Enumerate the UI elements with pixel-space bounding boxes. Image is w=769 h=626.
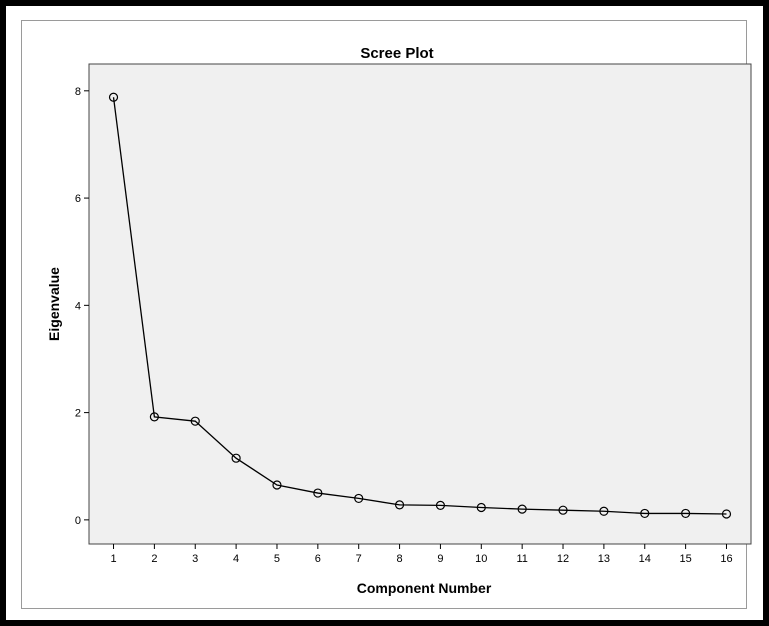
- x-tick-label: 1: [110, 553, 116, 565]
- data-point: [108, 92, 119, 102]
- data-point: [599, 506, 609, 516]
- data-point: [558, 505, 568, 515]
- data-point: [231, 453, 241, 463]
- x-axis-label: Component Number: [357, 580, 492, 596]
- plot-area: [88, 63, 752, 545]
- y-tick-label: 4: [75, 300, 81, 312]
- x-tick-label: 15: [679, 553, 691, 565]
- x-tick-label: 13: [598, 553, 610, 565]
- x-axis: 1 2 3 4 5 6 7 8 9 10 11 12 13 14 15 16: [110, 544, 733, 565]
- data-point: [354, 493, 364, 504]
- x-tick-label: 11: [516, 553, 527, 565]
- x-tick-label: 10: [475, 553, 487, 565]
- data-point: [190, 416, 200, 426]
- data-point: [394, 500, 405, 510]
- x-tick-label: 6: [315, 553, 321, 565]
- y-axis: 0 2 4 6 8: [75, 86, 89, 527]
- y-tick-label: 6: [75, 193, 81, 205]
- data-point: [517, 504, 527, 514]
- x-tick-label: 14: [639, 553, 651, 565]
- x-tick-label: 5: [274, 553, 280, 565]
- y-tick-label: 8: [75, 86, 81, 98]
- x-tick-label: 16: [720, 553, 732, 565]
- x-tick-label: 3: [192, 553, 198, 565]
- x-tick-label: 7: [356, 553, 362, 565]
- y-tick-label: 0: [75, 515, 81, 527]
- x-tick-label: 8: [397, 553, 403, 565]
- data-point: [272, 480, 282, 490]
- data-point: [721, 509, 732, 519]
- y-tick-label: 2: [75, 408, 81, 420]
- data-point: [640, 508, 650, 519]
- data-point: [476, 502, 486, 513]
- data-point: [681, 508, 691, 519]
- data-markers: [108, 92, 732, 519]
- x-tick-label: 12: [557, 553, 569, 565]
- x-tick-label: 9: [437, 553, 443, 565]
- x-tick-label: 2: [151, 553, 157, 565]
- y-axis-label: Eigenvalue: [46, 267, 62, 341]
- data-point: [435, 500, 446, 510]
- data-point: [313, 488, 323, 498]
- data-point: [149, 412, 159, 422]
- chart-title: Scree Plot: [360, 45, 433, 62]
- series-line: [112, 97, 727, 515]
- x-tick-label: 4: [233, 553, 239, 565]
